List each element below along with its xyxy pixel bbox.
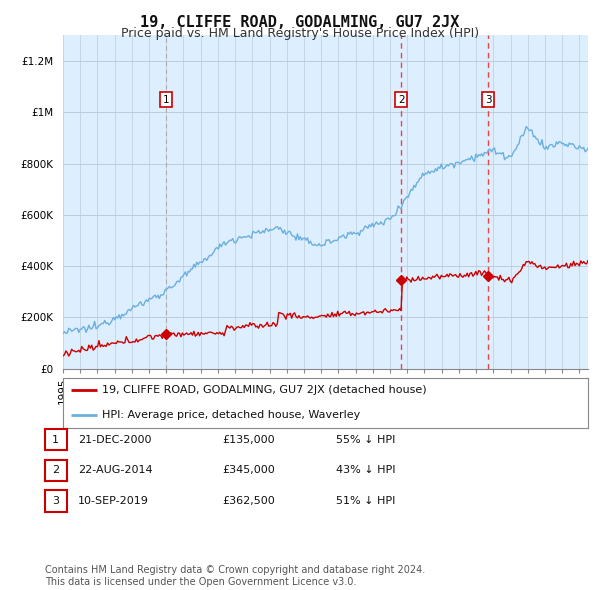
Text: 1: 1 bbox=[163, 94, 170, 104]
Text: £135,000: £135,000 bbox=[222, 435, 275, 444]
Text: 10-SEP-2019: 10-SEP-2019 bbox=[78, 496, 149, 506]
Text: £345,000: £345,000 bbox=[222, 466, 275, 475]
Text: Price paid vs. HM Land Registry's House Price Index (HPI): Price paid vs. HM Land Registry's House … bbox=[121, 27, 479, 40]
Text: Contains HM Land Registry data © Crown copyright and database right 2024.
This d: Contains HM Land Registry data © Crown c… bbox=[45, 565, 425, 587]
Text: 3: 3 bbox=[485, 94, 491, 104]
Text: 43% ↓ HPI: 43% ↓ HPI bbox=[336, 466, 395, 475]
Text: £362,500: £362,500 bbox=[222, 496, 275, 506]
Text: 19, CLIFFE ROAD, GODALMING, GU7 2JX (detached house): 19, CLIFFE ROAD, GODALMING, GU7 2JX (det… bbox=[103, 385, 427, 395]
Text: 21-DEC-2000: 21-DEC-2000 bbox=[78, 435, 151, 444]
Text: 22-AUG-2014: 22-AUG-2014 bbox=[78, 466, 152, 475]
Text: HPI: Average price, detached house, Waverley: HPI: Average price, detached house, Wave… bbox=[103, 410, 361, 420]
Text: 2: 2 bbox=[398, 94, 404, 104]
Text: 51% ↓ HPI: 51% ↓ HPI bbox=[336, 496, 395, 506]
Text: 19, CLIFFE ROAD, GODALMING, GU7 2JX: 19, CLIFFE ROAD, GODALMING, GU7 2JX bbox=[140, 15, 460, 30]
Text: 55% ↓ HPI: 55% ↓ HPI bbox=[336, 435, 395, 444]
Text: 3: 3 bbox=[52, 496, 59, 506]
Text: 1: 1 bbox=[52, 435, 59, 444]
Text: 2: 2 bbox=[52, 466, 59, 475]
